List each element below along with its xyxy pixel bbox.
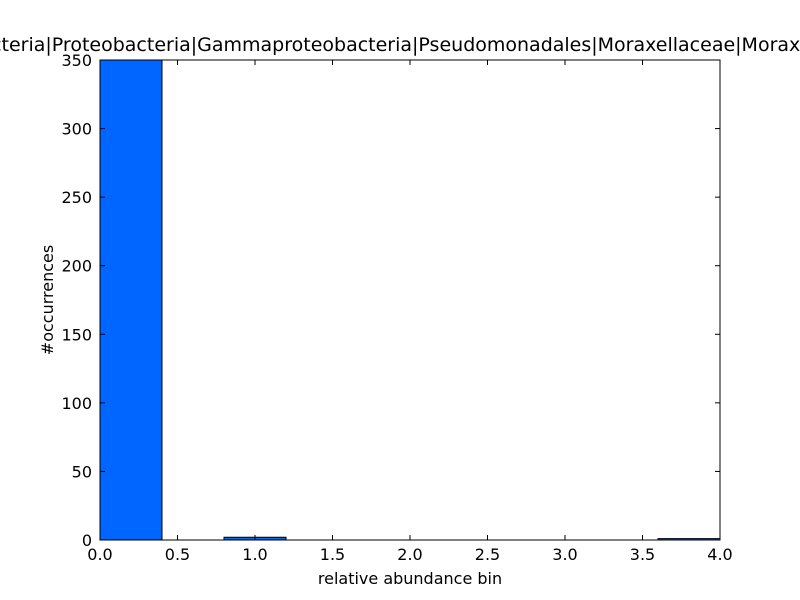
- x-tick-label: 0.5: [165, 545, 190, 564]
- y-axis-label: #occurrences: [38, 245, 57, 355]
- x-tick-label: 2.0: [397, 545, 422, 564]
- x-tick-label: 1.5: [320, 545, 345, 564]
- y-tick-label: 0: [82, 531, 92, 550]
- x-tick-label: 2.5: [475, 545, 500, 564]
- y-tick-label: 350: [61, 51, 92, 70]
- x-tick-label: 1.0: [242, 545, 267, 564]
- x-tick-label: 3.5: [630, 545, 655, 564]
- y-tick-label: 50: [72, 462, 92, 481]
- x-tick-label: 4.0: [707, 545, 732, 564]
- y-tick-label: 100: [61, 394, 92, 413]
- y-tick-label: 300: [61, 120, 92, 139]
- chart-title: Bacteria|Proteobacteria|Gammaproteobacte…: [0, 34, 800, 56]
- x-ticks-group: 0.0 0.5 1.0 1.5 2.0 2.5 3.0 3.5 4.0: [87, 60, 733, 564]
- histogram-bar: [99, 59, 163, 541]
- y-tick-label: 150: [61, 325, 92, 344]
- y-tick-label: 250: [61, 188, 92, 207]
- x-tick-label: 0.0: [87, 545, 112, 564]
- x-tick-label: 3.0: [552, 545, 577, 564]
- x-axis-label: relative abundance bin: [318, 569, 502, 588]
- plot-frame: [99, 59, 721, 541]
- bars-group: [99, 59, 721, 541]
- y-tick-label: 200: [61, 257, 92, 276]
- y-ticks-group: 0 50 100 150 200 250 300 350: [61, 51, 720, 550]
